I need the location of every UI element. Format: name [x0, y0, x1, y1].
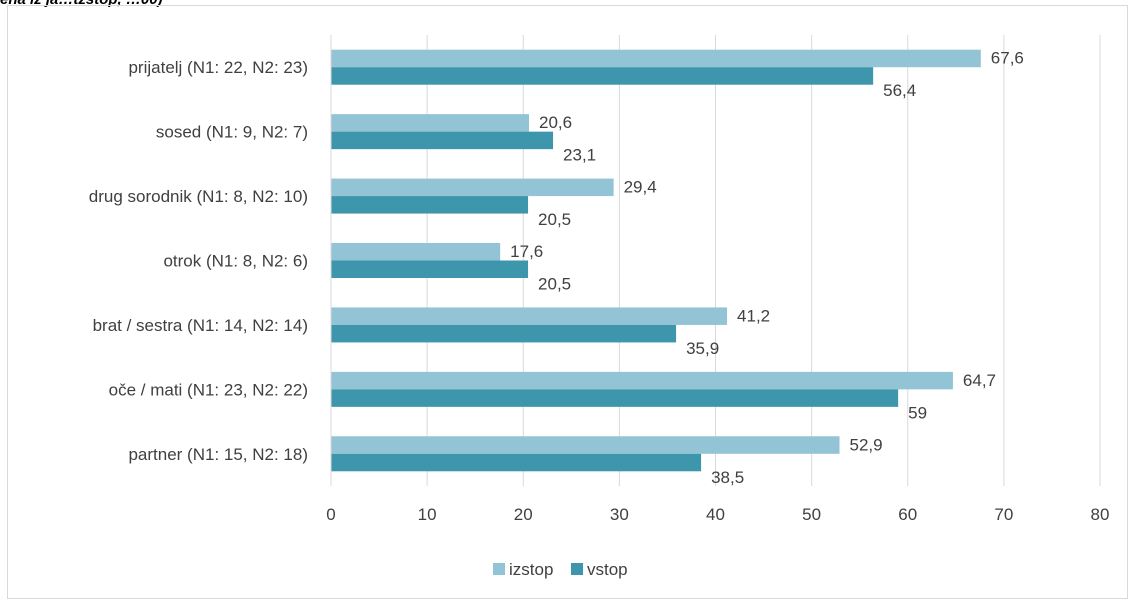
legend-label-izstop: izstop [509, 560, 553, 579]
bar-izstop [331, 243, 501, 261]
chart-frame [7, 5, 1128, 599]
category-label: drug sorodnik (N1: 8, N2: 10) [89, 187, 308, 206]
legend-swatch-vstop [571, 563, 583, 575]
bar-izstop [331, 178, 614, 197]
category-label: prijatelj (N1: 22, N2: 23) [128, 58, 308, 77]
category-label: oče / mati (N1: 23, N2: 22) [109, 380, 308, 399]
legend-label-vstop: vstop [587, 560, 628, 579]
bar-izstop [331, 114, 530, 132]
bar-izstop [331, 49, 981, 68]
x-tick-label: 70 [994, 505, 1013, 524]
data-label-izstop: 64,7 [963, 371, 996, 390]
bar-vstop [331, 260, 529, 278]
bar-vstop [331, 196, 529, 214]
category-label: partner (N1: 15, N2: 18) [128, 445, 308, 464]
data-label-vstop: 59 [908, 403, 927, 422]
axes: 0 10 20 30 40 50 60 70 80 prijatelj (N1: 22, N2: … [89, 35, 1110, 524]
data-label-izstop: 20,6 [539, 113, 572, 132]
category-label: brat / sestra (N1: 14, N2: 14) [93, 316, 308, 335]
bars [331, 49, 981, 472]
data-label-vstop: 38,5 [711, 468, 744, 487]
bar-vstop [331, 389, 899, 407]
category-label: sosed (N1: 9, N2: 7) [156, 123, 308, 142]
x-tick-label: 50 [802, 505, 821, 524]
data-label-izstop: 67,6 [991, 49, 1024, 68]
x-tick-label: 0 [326, 505, 335, 524]
x-tick-label: 20 [514, 505, 533, 524]
data-label-izstop: 29,4 [624, 178, 657, 197]
bar-izstop [331, 307, 728, 325]
x-tick-label: 60 [898, 505, 917, 524]
bar-vstop [331, 453, 702, 472]
bar-izstop [331, 371, 953, 390]
bar-izstop [331, 436, 840, 454]
category-label: otrok (N1: 8, N2: 6) [163, 252, 308, 271]
x-tick-label: 10 [418, 505, 437, 524]
data-label-izstop: 17,6 [510, 242, 543, 261]
data-label-vstop: 20,5 [538, 275, 571, 294]
bar-vstop [331, 67, 874, 85]
x-tick-label: 30 [610, 505, 629, 524]
legend: izstop vstop [493, 560, 628, 579]
data-label-vstop: 35,9 [686, 339, 719, 358]
data-label-vstop: 20,5 [538, 210, 571, 229]
legend-swatch-izstop [493, 563, 505, 575]
x-tick-label: 80 [1091, 505, 1110, 524]
data-labels: 67,6 56,4 20,6 23,1 29,4 20,5 17,6 20,5 41,2 35,9… [510, 49, 1024, 487]
data-label-vstop: 23,1 [563, 146, 596, 165]
bar-vstop [331, 131, 554, 150]
x-tick-label: 40 [706, 505, 725, 524]
data-label-izstop: 41,2 [737, 306, 770, 325]
data-label-vstop: 56,4 [883, 81, 916, 100]
bar-vstop [331, 324, 677, 343]
chart-title-fragment: ena iz ja…tzstop, …00) [0, 0, 163, 8]
data-label-izstop: 52,9 [850, 435, 883, 454]
